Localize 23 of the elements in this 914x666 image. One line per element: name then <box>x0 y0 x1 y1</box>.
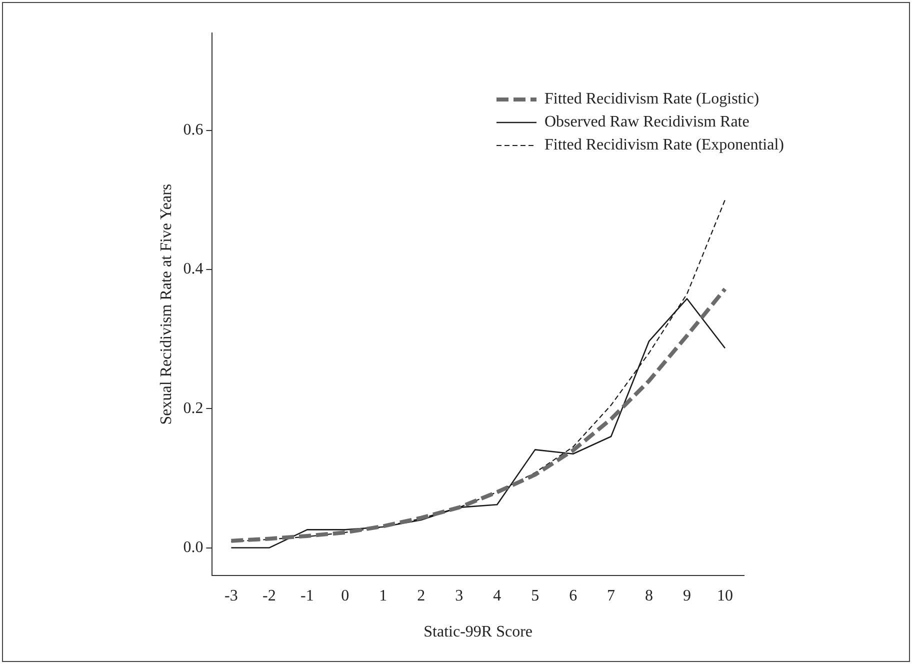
x-tick-label: 7 <box>607 587 616 604</box>
x-tick-label: 4 <box>493 587 502 604</box>
x-tick-label: 3 <box>455 587 464 604</box>
legend-label: Observed Raw Recidivism Rate <box>544 114 750 131</box>
x-tick-label: 9 <box>683 587 692 604</box>
x-tick-label: -2 <box>262 587 276 604</box>
x-tick-label: -3 <box>224 587 238 604</box>
y-tick-label: 0.4 <box>183 260 204 278</box>
x-tick-label: 10 <box>717 587 734 604</box>
y-tick-label: 0.6 <box>183 122 204 139</box>
legend-label: Fitted Recidivism Rate (Exponential) <box>544 136 784 154</box>
x-tick-label: 6 <box>569 587 578 604</box>
x-axis-title: Static-99R Score <box>424 624 533 641</box>
x-tick-label: 1 <box>379 587 388 604</box>
x-tick-label: 2 <box>417 587 426 604</box>
y-tick-label: 0.0 <box>183 538 204 556</box>
x-tick-label: 8 <box>645 587 654 604</box>
y-tick-label: 0.2 <box>183 400 204 417</box>
x-tick-label: 0 <box>341 587 350 604</box>
y-axis-title: Sexual Recidivism Rate at Five Years <box>158 184 175 425</box>
legend-label: Fitted Recidivism Rate (Logistic) <box>544 90 760 108</box>
x-tick-label: -1 <box>300 587 314 604</box>
x-tick-label: 5 <box>531 587 540 604</box>
